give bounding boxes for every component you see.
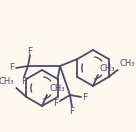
Text: F: F (27, 46, 33, 55)
Text: F: F (21, 77, 27, 86)
Text: CH₃: CH₃ (50, 84, 66, 93)
Text: F: F (69, 107, 75, 117)
Text: F: F (82, 93, 88, 102)
Text: F: F (53, 98, 59, 107)
Text: CH₃: CH₃ (100, 64, 115, 73)
Text: CH₃: CH₃ (120, 59, 135, 68)
Text: CH₃: CH₃ (0, 77, 14, 86)
Text: F: F (9, 63, 15, 72)
